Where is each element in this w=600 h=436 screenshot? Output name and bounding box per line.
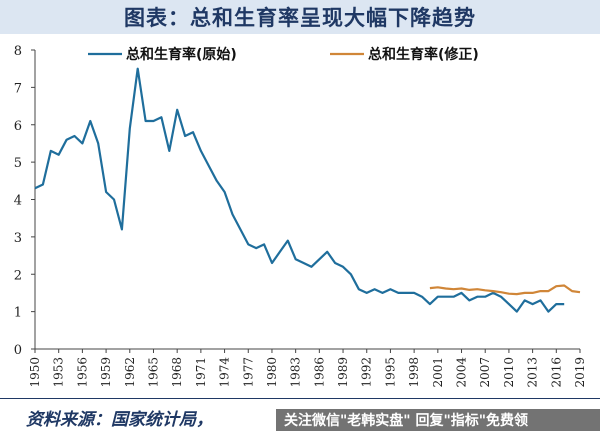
watermark-banner: 关注微信"老韩实盘" 回复"指标"免费领 (276, 409, 600, 431)
x-tick-label: 1959 (99, 357, 113, 388)
source-note: 资料来源：国家统计局， (26, 410, 213, 430)
legend-label-original: 总和生育率(原始) (126, 46, 237, 63)
series-line-original (34, 67, 565, 313)
y-tick-label: 3 (14, 231, 22, 246)
y-tick-label: 1 (14, 306, 22, 321)
y-tick-label: 2 (14, 268, 22, 283)
x-tick-label: 2007 (478, 357, 492, 388)
y-tick-label: 6 (14, 119, 22, 134)
x-tick-label: 1956 (75, 357, 89, 388)
x-tick-label: 2019 (573, 357, 587, 388)
y-tick-label: 4 (14, 194, 22, 209)
y-tick-label: 0 (14, 343, 22, 358)
legend-label-revised: 总和生育率(修正) (368, 46, 479, 63)
x-tick-label: 2013 (526, 357, 540, 388)
chart-title-bar: 图表：总和生育率呈现大幅下降趋势 (0, 0, 600, 34)
x-tick-label: 1983 (289, 357, 303, 388)
chart-title: 图表：总和生育率呈现大幅下降趋势 (124, 5, 476, 30)
footer: 资料来源：国家统计局， 关注微信"老韩实盘" 回复"指标"免费领 (0, 398, 600, 436)
x-tick-label: 1977 (241, 357, 255, 388)
y-tick-label: 5 (14, 156, 22, 171)
x-tick-label: 1950 (28, 357, 42, 388)
x-tick-label: 1989 (336, 357, 350, 388)
fertility-line-chart: 0 1 2 3 4 5 6 7 8 1950 1953 1956 1959 1962 1965 1968 197… (14, 44, 587, 388)
x-tick-label: 1998 (407, 357, 421, 388)
x-tick-label: 1974 (218, 357, 232, 388)
x-tick-label: 1992 (360, 357, 374, 388)
x-tick-label: 1962 (123, 357, 137, 388)
y-tick-label: 8 (14, 44, 22, 59)
y-tick-label: 7 (14, 81, 22, 96)
x-tick-label: 1968 (170, 357, 184, 388)
x-tick-label: 1965 (146, 357, 160, 388)
x-tick-label: 1995 (383, 357, 397, 388)
x-tick-label: 1953 (52, 357, 66, 388)
x-tick-label: 2010 (502, 357, 516, 388)
series-line-revised (429, 284, 581, 296)
x-tick-label: 1971 (194, 357, 208, 388)
x-tick-label: 2016 (549, 357, 563, 388)
x-tick-label: 2001 (431, 357, 445, 388)
x-tick-label: 1986 (312, 357, 326, 388)
x-tick-label: 1980 (265, 357, 279, 388)
x-tick-label: 2004 (455, 357, 469, 388)
